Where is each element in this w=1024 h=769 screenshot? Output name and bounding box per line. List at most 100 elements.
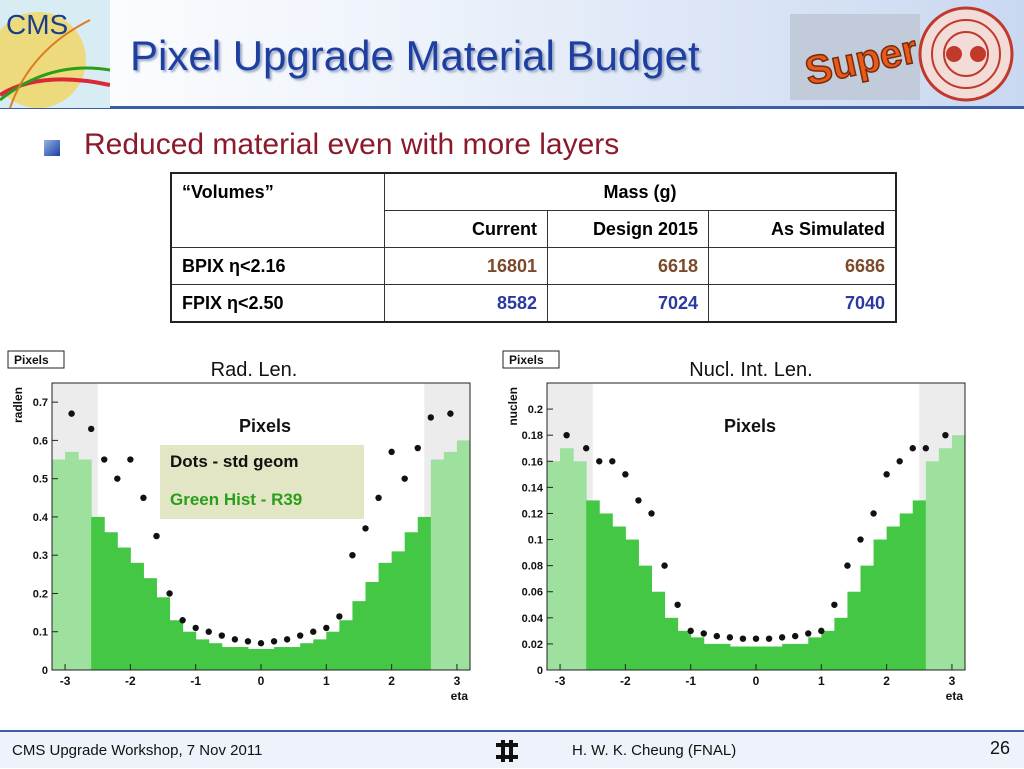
data-point — [179, 617, 186, 624]
hist-bar — [599, 513, 613, 670]
data-point — [942, 431, 949, 439]
hist-bar — [104, 532, 118, 670]
hist-bar — [912, 500, 927, 670]
hist-bar — [404, 532, 419, 670]
chart-inner-title: Pixels — [724, 416, 776, 436]
hist-bar — [52, 459, 66, 670]
table-cell: 8582 — [384, 284, 548, 323]
hist-bar — [795, 643, 809, 670]
x-tick-label: -3 — [555, 674, 566, 688]
data-point — [375, 494, 382, 501]
y-axis-label: nuclen — [506, 387, 520, 426]
hist-bar — [91, 516, 105, 670]
data-point — [205, 628, 212, 635]
x-tick-label: -2 — [620, 674, 631, 688]
y-tick-label: 0.02 — [522, 639, 543, 651]
y-tick-label: 0.1 — [33, 627, 48, 639]
hist-bar — [443, 451, 458, 670]
chart-tag: Pixels — [14, 353, 49, 367]
page-title: Pixel Upgrade Material Budget — [130, 32, 700, 79]
data-point — [765, 635, 773, 642]
data-point — [68, 410, 75, 417]
table-cell: 16801 — [384, 247, 548, 285]
hist-bar — [208, 643, 223, 670]
footer-divider — [0, 730, 1024, 732]
data-point — [153, 532, 160, 540]
hist-bar — [156, 597, 171, 670]
row-label: FPIX η<2.50 — [170, 284, 385, 323]
nuclen-chart: Pixels Nucl. Int. Len. Pixels -3 -2 -1 0 1 2 3 0 0.… — [502, 350, 966, 703]
data-point — [114, 475, 121, 482]
data-point — [218, 632, 226, 639]
data-point — [857, 536, 864, 543]
data-point — [648, 510, 655, 517]
hist-bar — [808, 637, 822, 670]
hist-bar — [143, 578, 157, 670]
hist-bar — [352, 601, 366, 670]
hist-bar — [677, 630, 692, 670]
data-point — [270, 638, 278, 645]
row-label: BPIX η<2.16 — [170, 247, 385, 285]
hist-bar — [834, 617, 848, 670]
data-point — [140, 494, 147, 501]
hist-bar — [951, 435, 966, 670]
hist-bar — [195, 639, 210, 670]
data-point — [713, 632, 721, 640]
table-row: FPIX η<2.50 8582 7024 7040 — [170, 284, 897, 323]
data-point — [362, 525, 369, 532]
data-point — [791, 632, 799, 640]
hist-bar — [756, 646, 770, 670]
super-logo-icon: Super — [790, 14, 922, 100]
y-tick-label: 0.6 — [33, 435, 48, 447]
column-header: Design 2015 — [547, 210, 709, 248]
x-tick-label: 1 — [818, 674, 825, 688]
data-point — [700, 630, 707, 637]
hist-bar — [703, 643, 718, 670]
data-point — [283, 636, 291, 643]
hist-bar — [612, 526, 626, 670]
chart-tag: Pixels — [509, 353, 544, 367]
hist-bar — [573, 461, 587, 670]
hist-bar — [664, 617, 679, 670]
x-tick-label: -3 — [60, 674, 71, 688]
column-header: Current — [384, 210, 548, 248]
hist-bar — [378, 562, 393, 670]
data-point — [231, 636, 239, 643]
hist-bar — [300, 643, 314, 670]
hist-bar — [638, 565, 652, 670]
y-tick-label: 0.7 — [33, 397, 48, 409]
data-point — [622, 471, 629, 478]
y-tick-label: 0.08 — [522, 561, 543, 573]
hist-bar — [287, 647, 301, 670]
x-tick-label: 0 — [753, 674, 760, 688]
hist-bar — [130, 562, 144, 670]
legend-dots-label: Dots - std geom — [170, 452, 299, 471]
table-cell: 6686 — [708, 247, 897, 285]
hist-bar — [169, 620, 184, 670]
data-point — [336, 613, 343, 620]
hist-bar — [417, 516, 432, 670]
hist-bar — [274, 647, 288, 670]
hist-bar — [456, 440, 471, 670]
legend-hist-label: Green Hist - R39 — [170, 490, 303, 509]
table-cell: 6618 — [547, 247, 709, 285]
legend-box — [160, 445, 364, 519]
hist-bar — [782, 643, 796, 670]
hist-bar — [261, 648, 275, 670]
x-tick-label: 0 — [258, 674, 265, 688]
hist-bar — [625, 539, 639, 670]
data-point — [427, 414, 435, 421]
x-tick-label: 3 — [949, 674, 956, 688]
table-cell: 7024 — [547, 284, 709, 323]
y-axis-label: radlen — [11, 387, 25, 423]
hist-bar — [690, 637, 705, 670]
chart-title: Nucl. Int. Len. — [689, 359, 812, 381]
data-point — [778, 634, 786, 641]
hist-bar — [234, 647, 249, 670]
data-point — [596, 458, 603, 465]
data-point — [896, 458, 903, 465]
hist-bar — [716, 643, 731, 670]
hist-bar — [651, 591, 666, 670]
hist-bar — [391, 551, 406, 670]
x-axis-label: eta — [946, 689, 964, 703]
